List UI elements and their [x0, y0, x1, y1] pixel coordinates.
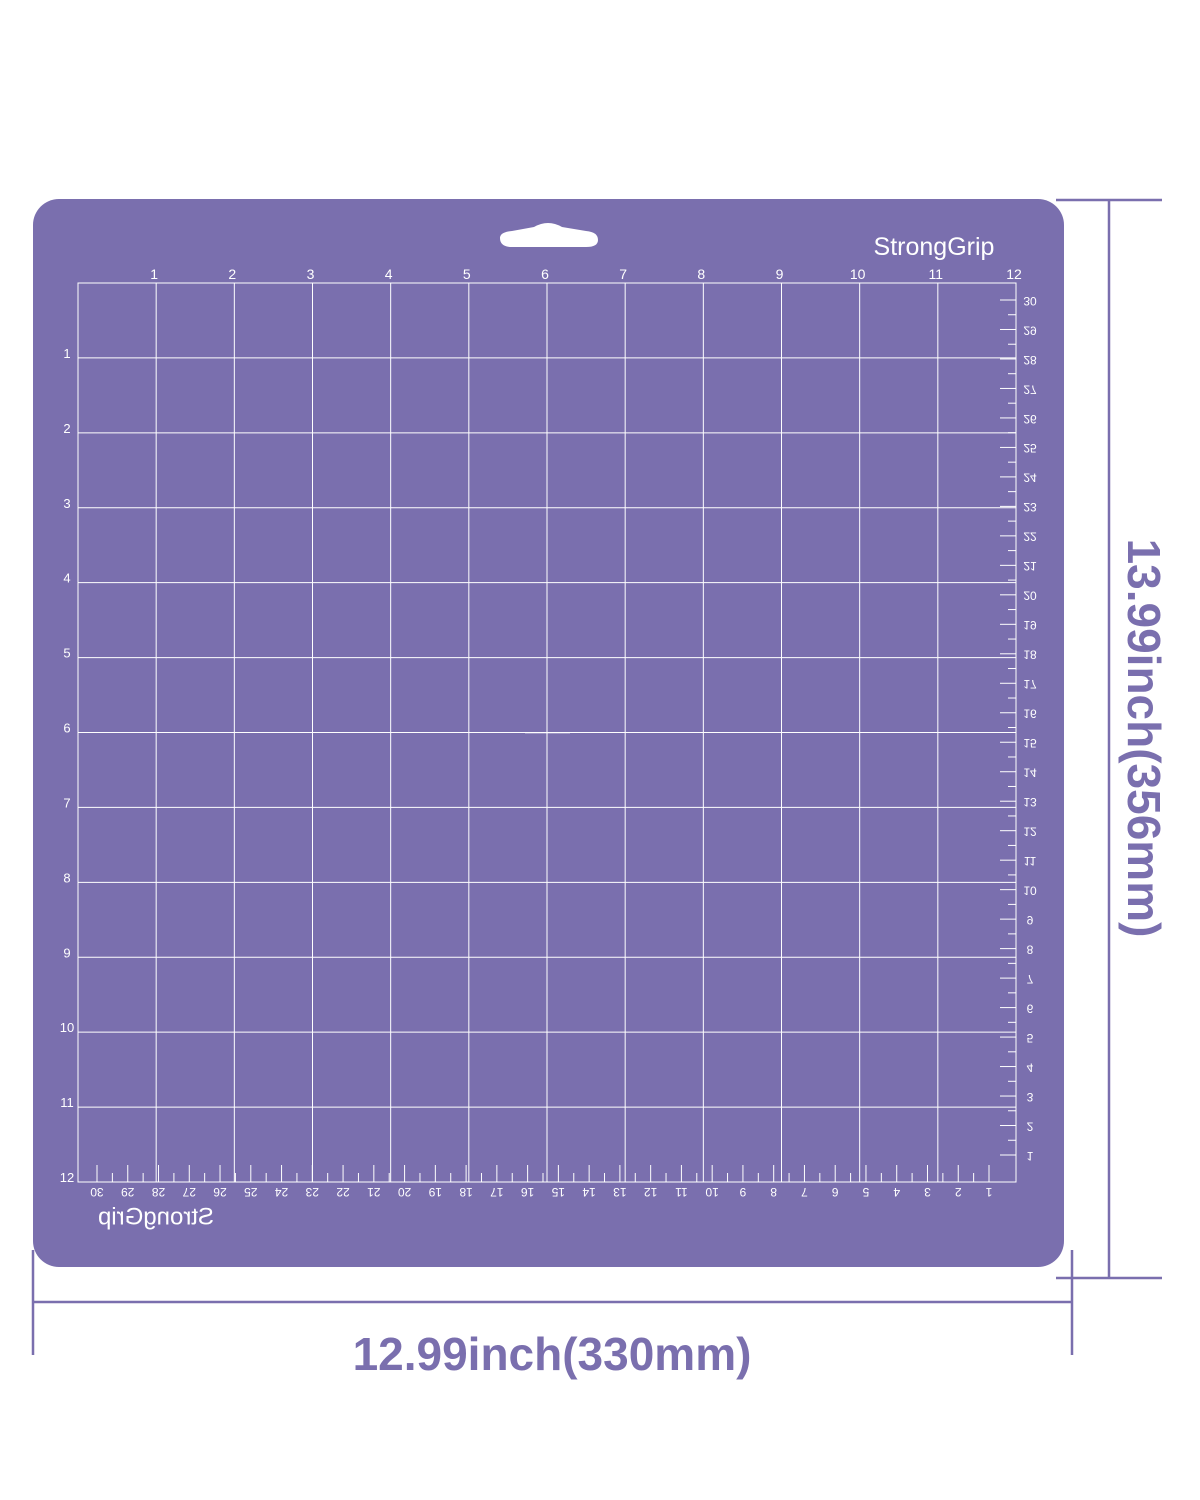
cm-label-bottom: 10: [705, 1185, 719, 1199]
cm-label-bottom: 26: [213, 1185, 227, 1199]
inch-label-top: 5: [463, 266, 471, 282]
inch-label-left: 7: [63, 795, 70, 810]
inch-label-top: 6: [541, 266, 549, 282]
cm-label-bottom: 27: [182, 1185, 196, 1199]
brand-label-mirrored: StrongGrip: [98, 1203, 214, 1230]
cm-label-bottom: 14: [582, 1185, 596, 1199]
cm-label-bottom: 30: [90, 1185, 104, 1199]
inch-label-top: 3: [307, 266, 315, 282]
cm-label-right: 20: [1023, 589, 1037, 603]
inch-label-left: 3: [63, 496, 70, 511]
inch-label-top: 8: [697, 266, 705, 282]
brand-label: StrongGrip: [874, 233, 995, 261]
cm-label-right: 29: [1023, 323, 1037, 337]
inch-label-left: 12: [60, 1170, 74, 1185]
cm-label-right: 15: [1023, 736, 1037, 750]
cm-label-right: 9: [1027, 913, 1034, 927]
cm-label-bottom: 17: [490, 1185, 504, 1199]
cm-label-right: 26: [1023, 412, 1037, 426]
grid: [77, 282, 1017, 1183]
cm-label-right: 28: [1023, 353, 1037, 367]
cm-label-bottom: 5: [862, 1185, 869, 1199]
inch-label-left: 8: [63, 870, 70, 885]
cm-label-right: 1: [1027, 1149, 1034, 1163]
dimension-annotations: [31, 198, 1162, 1355]
cm-label-right: 10: [1023, 883, 1037, 897]
cm-label-right: 11: [1024, 854, 1037, 868]
cm-label-right: 13: [1023, 795, 1037, 809]
cm-label-right: 27: [1023, 382, 1037, 396]
cm-label-bottom: 18: [459, 1185, 473, 1199]
cm-label-bottom: 16: [521, 1185, 535, 1199]
cm-label-right: 14: [1023, 766, 1037, 780]
cm-label-bottom: 9: [739, 1185, 746, 1199]
cm-label-bottom: 4: [893, 1185, 900, 1199]
cm-label-bottom: 29: [121, 1185, 135, 1199]
inch-label-top: 10: [850, 266, 866, 282]
cm-ruler-bottom: 1234567891011121314151617181920212223242…: [90, 1165, 992, 1199]
hanging-slot: [500, 223, 598, 247]
cm-label-right: 23: [1023, 500, 1037, 514]
cm-label-bottom: 2: [955, 1185, 962, 1199]
inch-label-top: 4: [385, 266, 393, 282]
cm-label-bottom: 1: [985, 1185, 992, 1199]
center-crosshair: [525, 710, 570, 755]
height-dimension-label: 13.99inch(356mm): [1118, 539, 1170, 938]
inch-label-left: 1: [63, 346, 70, 361]
inch-scale-top: 1 2 3 4 5 6 7 8 9 10 11 12: [150, 266, 1022, 282]
inch-label-left: 10: [60, 1020, 74, 1035]
cm-label-right: 7: [1027, 972, 1034, 986]
inch-label-left: 4: [63, 571, 70, 586]
cm-label-bottom: 11: [675, 1185, 688, 1199]
cm-label-bottom: 22: [336, 1185, 350, 1199]
inch-label-top: 12: [1006, 266, 1022, 282]
cm-label-bottom: 3: [924, 1185, 931, 1199]
cm-label-bottom: 6: [832, 1185, 839, 1199]
cm-label-right: 2: [1027, 1119, 1034, 1133]
inch-label-top: 1: [150, 266, 158, 282]
cm-label-right: 30: [1023, 294, 1037, 308]
cm-label-right: 17: [1023, 677, 1037, 691]
cm-label-bottom: 28: [152, 1185, 166, 1199]
cm-label-bottom: 13: [613, 1185, 627, 1199]
inch-label-top: 11: [929, 266, 944, 282]
cm-label-right: 4: [1027, 1060, 1034, 1074]
cm-label-bottom: 20: [398, 1185, 412, 1199]
inch-label-left: 2: [63, 421, 70, 436]
cm-label-bottom: 15: [551, 1185, 565, 1199]
cm-label-right: 3: [1027, 1090, 1034, 1104]
inch-label-top: 2: [228, 266, 236, 282]
cm-label-right: 19: [1023, 618, 1037, 632]
cm-label-bottom: 25: [244, 1185, 258, 1199]
cm-label-bottom: 7: [801, 1185, 808, 1199]
cm-label-right: 24: [1023, 471, 1037, 485]
inch-label-left: 9: [63, 945, 70, 960]
cm-label-right: 16: [1023, 707, 1037, 721]
cm-label-bottom: 19: [428, 1185, 442, 1199]
cm-label-bottom: 12: [644, 1185, 658, 1199]
inch-label-left: 5: [63, 646, 70, 661]
cm-label-bottom: 21: [367, 1185, 381, 1199]
cm-label-right: 22: [1023, 530, 1037, 544]
cm-label-right: 18: [1023, 648, 1037, 662]
cm-label-right: 8: [1027, 942, 1034, 956]
cm-label-right: 6: [1027, 1001, 1034, 1015]
cm-label-right: 12: [1023, 825, 1037, 839]
width-dimension-label: 12.99inch(330mm): [353, 1328, 752, 1380]
cm-label-bottom: 24: [275, 1185, 289, 1199]
cm-ruler-right: 1234567891011121314151617181920212223242…: [1000, 294, 1037, 1163]
inch-label-left: 6: [63, 721, 70, 736]
cm-label-right: 25: [1023, 441, 1037, 455]
cm-label-bottom: 23: [305, 1185, 319, 1199]
inch-label-top: 9: [776, 266, 784, 282]
inch-label-top: 7: [619, 266, 627, 282]
cm-label-bottom: 8: [770, 1185, 777, 1199]
cm-label-right: 5: [1027, 1031, 1034, 1045]
inch-label-left: 11: [60, 1095, 74, 1110]
cm-label-right: 21: [1023, 559, 1037, 573]
